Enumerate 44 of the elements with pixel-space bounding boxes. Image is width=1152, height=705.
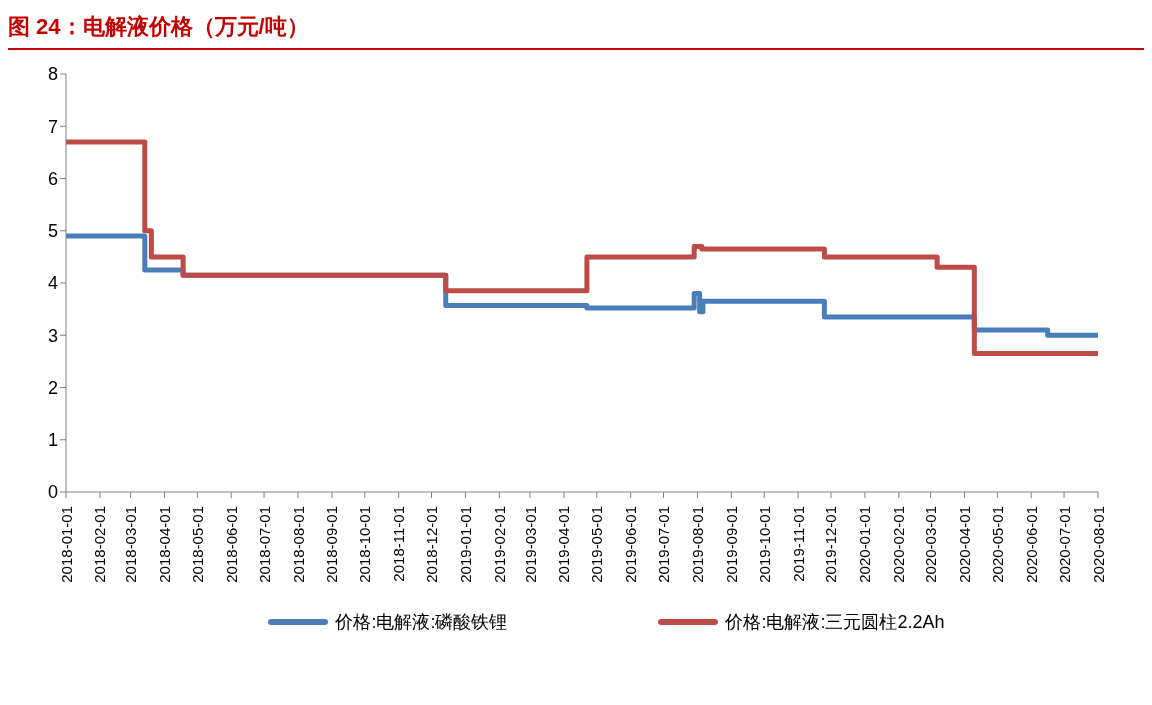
y-tick-label: 3	[47, 325, 58, 346]
legend-label: 价格:电解液:三元圆柱2.2Ah	[725, 611, 945, 634]
x-tick-label: 2018-11-01	[390, 506, 408, 582]
x-tick-label: 2019-03-01	[521, 506, 539, 583]
x-tick-label: 2019-07-01	[655, 506, 673, 583]
x-tick-label: 2020-02-01	[890, 506, 908, 583]
x-tick-label: 2019-04-01	[555, 506, 573, 583]
x-tick-label: 2019-06-01	[622, 506, 640, 583]
x-tick-label: 2019-12-01	[822, 506, 840, 583]
x-tick-label: 2018-05-01	[188, 506, 206, 583]
x-tick-label: 2018-03-01	[122, 506, 140, 583]
x-tick-label: 2020-04-01	[955, 506, 973, 583]
legend-label: 价格:电解液:磷酸铁锂	[335, 611, 508, 634]
x-tick-label: 2020-03-01	[922, 506, 940, 583]
y-tick-label: 7	[47, 116, 58, 137]
y-tick-label: 5	[47, 221, 58, 242]
x-tick-label: 2018-08-01	[289, 506, 307, 583]
x-tick-label: 2020-08-01	[1089, 506, 1107, 583]
x-tick-label: 2019-11-01	[789, 506, 807, 582]
x-tick-label: 2018-06-01	[222, 506, 240, 583]
y-tick-label: 6	[47, 168, 58, 189]
x-tick-label: 2018-07-01	[255, 506, 273, 583]
x-tick-label: 2018-01-01	[57, 506, 75, 583]
y-tick-label: 4	[47, 273, 58, 294]
x-tick-label: 2018-02-01	[91, 506, 109, 583]
x-tick-label: 2020-07-01	[1055, 506, 1073, 583]
y-tick-label: 0	[47, 482, 58, 503]
x-tick-label: 2019-08-01	[688, 506, 706, 583]
y-tick-label: 1	[47, 430, 58, 451]
x-tick-label: 2018-09-01	[323, 506, 341, 583]
y-tick-label: 2	[47, 377, 58, 398]
chart-title: 图 24：电解液价格（万元/吨）	[8, 8, 1144, 50]
x-tick-label: 2020-01-01	[856, 506, 874, 583]
x-tick-label: 2018-04-01	[155, 506, 173, 583]
y-tick-label: 8	[47, 64, 58, 85]
x-tick-label: 2019-10-01	[755, 506, 773, 583]
x-tick-label: 2019-02-01	[490, 506, 508, 583]
x-tick-label: 2020-06-01	[1022, 506, 1040, 583]
x-tick-label: 2020-05-01	[988, 506, 1006, 583]
x-tick-label: 2018-10-01	[356, 506, 374, 583]
x-tick-label: 2019-05-01	[588, 506, 606, 583]
x-tick-label: 2018-12-01	[423, 506, 441, 583]
x-tick-label: 2019-01-01	[456, 506, 474, 583]
x-tick-label: 2019-09-01	[722, 506, 740, 583]
